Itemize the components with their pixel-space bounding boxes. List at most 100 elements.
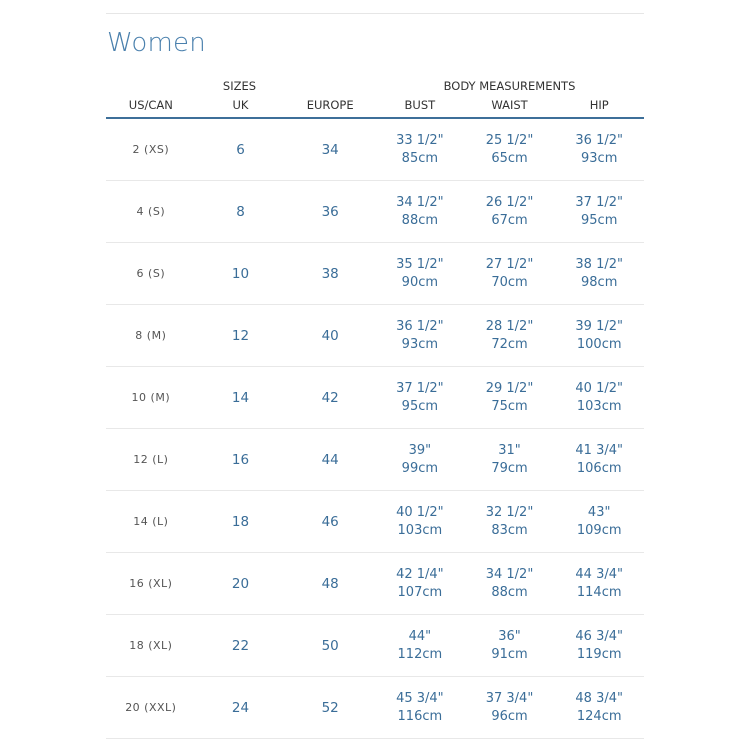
table-row: 14 (L) 18 46 40 1/2" 103cm 32 1/2" 83cm 43" 109c…	[106, 491, 644, 553]
uk-size-value: 8	[236, 203, 245, 220]
col-uk: UK	[232, 98, 249, 112]
us-can-size: 8 (M)	[106, 327, 196, 345]
table-row: 18 (XL) 22 50 44" 112cm 36" 91cm 46 3/4" 119cm	[106, 615, 644, 677]
us-can-size-value: 12 (L)	[133, 452, 169, 466]
uk-size: 10	[196, 265, 286, 283]
waist-measurement-value: 27 1/2"	[485, 256, 534, 272]
europe-size: 40	[285, 327, 375, 345]
waist-measurement: 25 1/2" 65cm	[465, 132, 555, 168]
europe-size: 34	[285, 141, 375, 159]
uk-size: 22	[196, 637, 286, 655]
us-can-size: 16 (XL)	[106, 575, 196, 593]
europe-size-value: 40	[321, 327, 339, 344]
waist-measurement: 27 1/2" 70cm	[465, 256, 555, 292]
europe-size-value: 46	[321, 513, 339, 530]
bust-measurement-value: 107cm	[397, 584, 443, 600]
bust-measurement-value: 33 1/2"	[396, 132, 444, 148]
hip-measurement-value: 41 3/4"	[575, 442, 623, 458]
bust-measurement-value: 34 1/2"	[396, 194, 444, 210]
waist-measurement: 29 1/2" 75cm	[465, 380, 555, 416]
europe-size-value: 36	[321, 203, 339, 220]
uk-size-value: 16	[231, 451, 250, 468]
uk-size: 14	[196, 389, 286, 407]
top-divider	[106, 13, 644, 14]
europe-size: 52	[285, 699, 375, 717]
waist-measurement-value: 26 1/2"	[485, 194, 534, 210]
europe-size-value: 44	[321, 451, 339, 468]
waist-measurement-value: 32 1/2"	[485, 504, 534, 520]
hip-measurement: 37 1/2" 95cm	[554, 194, 644, 230]
bust-measurement-value: 85cm	[401, 150, 439, 166]
europe-size: 50	[285, 637, 375, 655]
bust-measurement-value: 93cm	[401, 336, 439, 352]
europe-size: 38	[285, 265, 375, 283]
europe-size-value: 52	[321, 699, 339, 716]
hip-measurement-value: 39 1/2"	[575, 318, 623, 334]
uk-size: 20	[196, 575, 286, 593]
bust-measurement: 40 1/2" 103cm	[375, 504, 465, 540]
bust-measurement-value: 35 1/2"	[396, 256, 444, 272]
bust-measurement-value: 90cm	[401, 274, 439, 290]
bust-measurement-value: 88cm	[401, 212, 439, 228]
waist-measurement-value: 70cm	[491, 274, 528, 290]
table-row: 10 (M) 14 42 37 1/2" 95cm 29 1/2" 75cm 40 1/2" 1…	[106, 367, 644, 429]
hip-measurement: 46 3/4" 119cm	[554, 628, 644, 664]
hip-measurement: 41 3/4" 106cm	[554, 442, 644, 478]
bust-measurement-value: 99cm	[401, 460, 439, 476]
europe-size-value: 50	[321, 637, 339, 654]
col-us-can: US/CAN	[128, 98, 173, 112]
bust-measurement-value: 37 1/2"	[396, 380, 444, 396]
waist-measurement-value: 75cm	[491, 398, 528, 414]
bust-measurement: 36 1/2" 93cm	[375, 318, 465, 354]
us-can-size-value: 6 (S)	[136, 266, 166, 280]
uk-size-value: 20	[231, 575, 250, 592]
us-can-size-value: 4 (S)	[136, 204, 166, 218]
europe-size: 44	[285, 451, 375, 469]
uk-size: 18	[196, 513, 286, 531]
europe-size-value: 48	[321, 575, 339, 592]
waist-measurement-value: 29 1/2"	[485, 380, 534, 396]
uk-size: 8	[196, 203, 286, 221]
bust-measurement-value: 40 1/2"	[396, 504, 444, 520]
us-can-size: 2 (XS)	[106, 141, 196, 159]
europe-size-value: 38	[321, 265, 339, 282]
us-can-size: 20 (XXL)	[106, 699, 196, 717]
waist-measurement: 36" 91cm	[465, 628, 555, 664]
col-bust: BUST	[404, 98, 436, 112]
waist-measurement-value: 83cm	[491, 522, 528, 538]
table-row: 16 (XL) 20 48 42 1/4" 107cm 34 1/2" 88cm 44 3/4…	[106, 553, 644, 615]
waist-measurement-value: 28 1/2"	[485, 318, 534, 334]
us-can-size-value: 18 (XL)	[129, 638, 173, 652]
us-can-size: 10 (M)	[106, 389, 196, 407]
hip-measurement-value: 37 1/2"	[575, 194, 623, 210]
hip-measurement-value: 36 1/2"	[575, 132, 623, 148]
us-can-size-value: 16 (XL)	[129, 576, 173, 590]
sizes-group-header: SIZES	[222, 79, 257, 93]
hip-measurement: 36 1/2" 93cm	[554, 132, 644, 168]
bust-measurement: 33 1/2" 85cm	[375, 132, 465, 168]
bust-measurement-value: 45 3/4"	[396, 690, 444, 706]
bust-measurement: 35 1/2" 90cm	[375, 256, 465, 292]
size-table-body: 2 (XS) 6 34 33 1/2" 85cm 25 1/2" 65cm 36 1/2" 93…	[106, 119, 644, 739]
europe-size-value: 34	[321, 141, 339, 158]
bust-measurement-value: 44"	[408, 628, 432, 644]
bust-measurement: 42 1/4" 107cm	[375, 566, 465, 602]
hip-measurement: 39 1/2" 100cm	[554, 318, 644, 354]
waist-measurement: 34 1/2" 88cm	[465, 566, 555, 602]
hip-measurement: 38 1/2" 98cm	[554, 256, 644, 292]
hip-measurement-value: 114cm	[576, 584, 622, 600]
hip-measurement-value: 119cm	[576, 646, 622, 662]
table-row: 6 (S) 10 38 35 1/2" 90cm 27 1/2" 70cm 38 1/2" 98…	[106, 243, 644, 305]
uk-size: 16	[196, 451, 286, 469]
hip-measurement: 40 1/2" 103cm	[554, 380, 644, 416]
table-row: 4 (S) 8 36 34 1/2" 88cm 26 1/2" 67cm 37 1/2" 95c…	[106, 181, 644, 243]
us-can-size: 6 (S)	[106, 265, 196, 283]
hip-measurement-value: 48 3/4"	[575, 690, 623, 706]
europe-size: 36	[285, 203, 375, 221]
bust-measurement: 39" 99cm	[375, 442, 465, 478]
bust-measurement-value: 36 1/2"	[396, 318, 444, 334]
uk-size-value: 24	[231, 699, 250, 716]
hip-measurement-value: 100cm	[576, 336, 622, 352]
us-can-size: 4 (S)	[106, 203, 196, 221]
waist-measurement-value: 67cm	[491, 212, 528, 228]
